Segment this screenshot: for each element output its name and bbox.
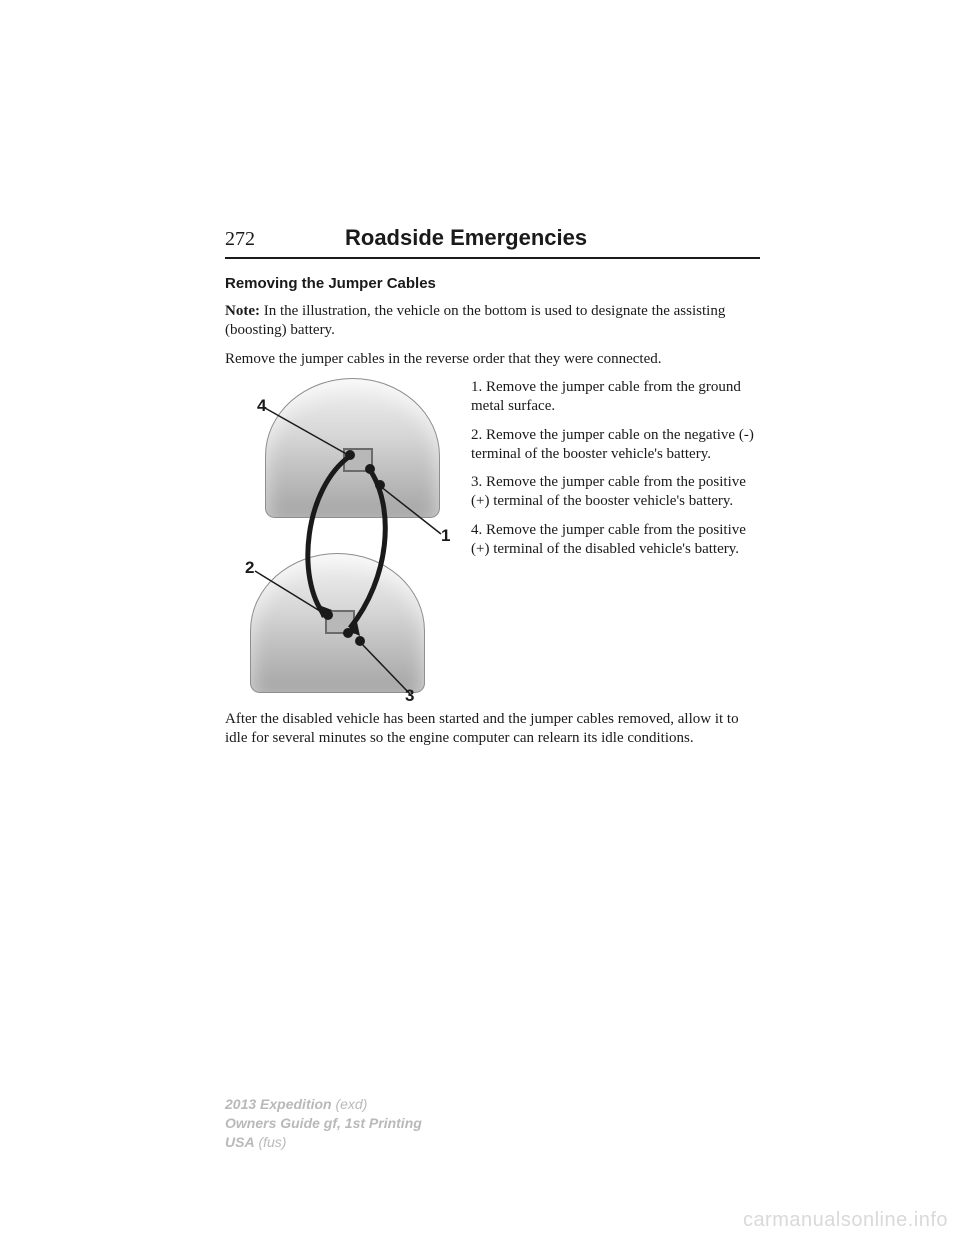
footer-line3-ital: (fus) [255, 1134, 287, 1150]
step-4: 4. Remove the jumper cable from the posi… [471, 521, 760, 559]
step-3: 3. Remove the jumper cable from the posi… [471, 473, 760, 511]
after-paragraph: After the disabled vehicle has been star… [225, 710, 760, 748]
diagram-label-2: 2 [245, 558, 254, 578]
steps-column: 1. Remove the jumper cable from the grou… [471, 378, 760, 568]
footer-block: 2013 Expedition (exd) Owners Guide gf, 1… [225, 1095, 422, 1152]
footer-line2: Owners Guide gf, 1st Printing [225, 1115, 422, 1131]
section-title: Removing the Jumper Cables [225, 275, 760, 292]
note-paragraph: Note: In the illustration, the vehicle o… [225, 302, 760, 340]
diagram-label-4: 4 [257, 396, 266, 416]
page-number: 272 [225, 228, 255, 251]
footer-line1-bold: 2013 Expedition [225, 1096, 332, 1112]
diagram-and-steps-row: 4 1 2 3 1. Remove the jumper cable from … [225, 378, 760, 698]
footer-line1-ital: (exd) [332, 1096, 368, 1112]
step-1: 1. Remove the jumper cable from the grou… [471, 378, 760, 416]
footer-line3-bold: USA [225, 1134, 255, 1150]
page-header: 272 Roadside Emergencies [225, 225, 760, 259]
jumper-cable-diagram: 4 1 2 3 [225, 378, 455, 698]
note-label: Note: [225, 303, 260, 319]
chapter-title: Roadside Emergencies [345, 225, 587, 251]
diagram-label-1: 1 [441, 526, 450, 546]
diagram-label-3: 3 [405, 686, 414, 706]
connector-lines [225, 378, 455, 698]
note-text: In the illustration, the vehicle on the … [225, 303, 725, 338]
step-2: 2. Remove the jumper cable on the negati… [471, 426, 760, 464]
intro-paragraph: Remove the jumper cables in the reverse … [225, 350, 760, 369]
watermark-text: carmanualsonline.info [743, 1209, 948, 1232]
